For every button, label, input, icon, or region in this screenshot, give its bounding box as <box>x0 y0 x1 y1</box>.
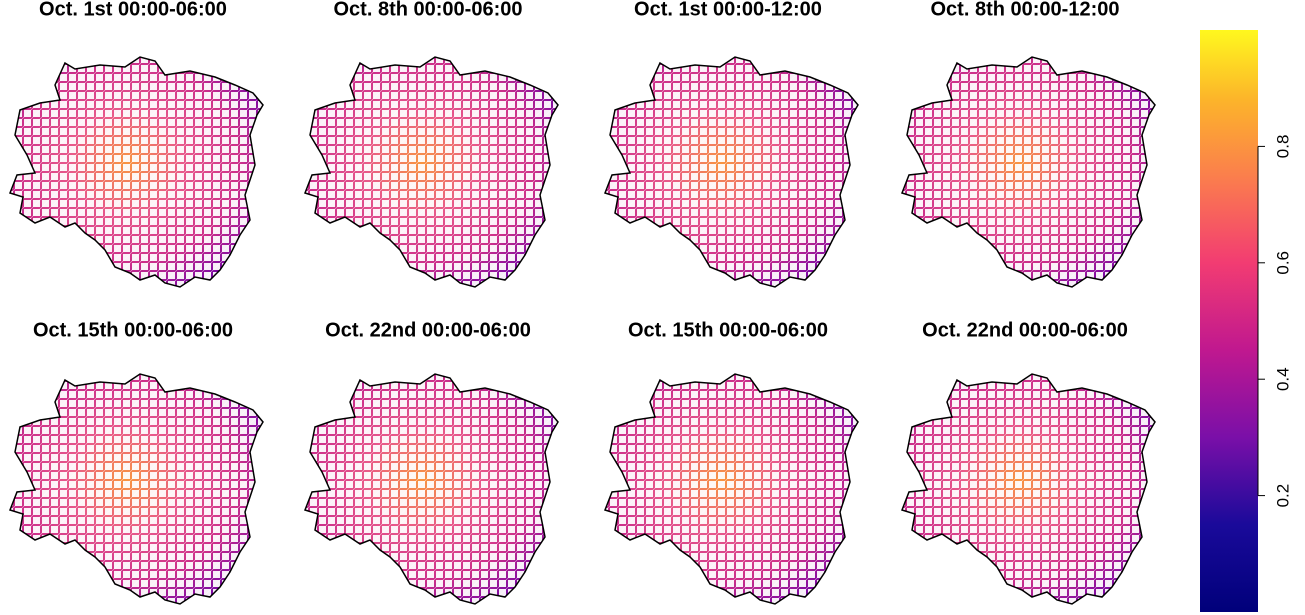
panel-title: Oct. 15th 00:00-06:00 <box>628 319 828 341</box>
panel-title: Oct. 15th 00:00-06:00 <box>33 319 233 341</box>
street-texture <box>305 374 558 604</box>
map-panel <box>9 56 264 288</box>
street-texture <box>10 57 263 287</box>
tick-label: 0.2 <box>1273 484 1292 508</box>
street-network <box>605 374 858 604</box>
street-network <box>305 57 558 287</box>
street-network <box>605 57 858 287</box>
street-network <box>305 374 558 604</box>
panel-title: Oct. 22nd 00:00-06:00 <box>922 319 1128 341</box>
tick-label: 0.8 <box>1273 135 1292 159</box>
panel-title: Oct. 1st 00:00-12:00 <box>634 0 822 20</box>
street-texture <box>305 57 558 287</box>
street-texture <box>605 374 858 604</box>
street-network <box>902 57 1155 287</box>
map-panel <box>901 56 1156 288</box>
street-network <box>10 374 263 604</box>
tick-label: 0.6 <box>1273 251 1292 275</box>
street-texture <box>605 57 858 287</box>
panel-title: Oct. 8th 00:00-12:00 <box>931 0 1120 20</box>
street-network <box>902 374 1155 604</box>
street-network <box>10 57 263 287</box>
street-texture <box>10 374 263 604</box>
map-panel <box>901 373 1156 605</box>
panel-title: Oct. 8th 00:00-06:00 <box>334 0 523 20</box>
colorbar <box>1200 30 1258 612</box>
street-texture <box>902 57 1155 287</box>
street-texture <box>902 374 1155 604</box>
tick-label: 0.4 <box>1273 367 1292 391</box>
panel-title: Oct. 1st 00:00-06:00 <box>39 0 227 20</box>
map-panel <box>304 373 559 605</box>
panel-title: Oct. 22nd 00:00-06:00 <box>325 319 531 341</box>
map-panel <box>604 56 859 288</box>
map-panel <box>604 373 859 605</box>
map-panel <box>304 56 559 288</box>
map-panel <box>9 373 264 605</box>
